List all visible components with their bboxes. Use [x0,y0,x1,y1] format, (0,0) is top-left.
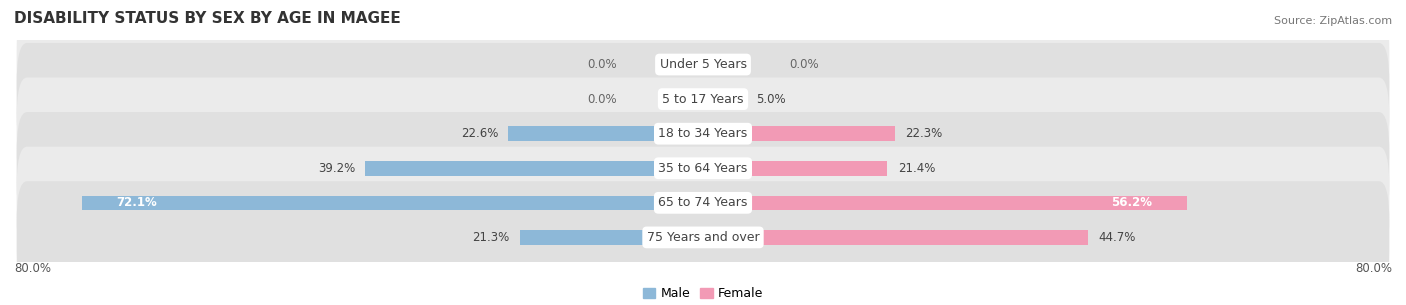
Text: 80.0%: 80.0% [1355,262,1392,275]
Text: 5 to 17 Years: 5 to 17 Years [662,93,744,106]
Bar [366,161,703,175]
Legend: Male, Female: Male, Female [638,282,768,305]
Text: 22.6%: 22.6% [461,127,498,140]
Text: 0.0%: 0.0% [588,93,617,106]
FancyBboxPatch shape [17,112,1389,224]
Bar [509,127,703,141]
Bar [82,196,703,210]
FancyBboxPatch shape [17,8,1389,121]
Text: 22.3%: 22.3% [905,127,942,140]
Text: 21.3%: 21.3% [472,231,509,244]
Bar [703,230,1088,245]
Text: 65 to 74 Years: 65 to 74 Years [658,196,748,209]
Bar [520,230,703,245]
Bar [703,92,747,106]
Text: 5.0%: 5.0% [756,93,786,106]
FancyBboxPatch shape [17,181,1389,294]
Text: 0.0%: 0.0% [789,58,818,71]
Text: 72.1%: 72.1% [117,196,157,209]
Text: 39.2%: 39.2% [318,162,356,175]
Text: DISABILITY STATUS BY SEX BY AGE IN MAGEE: DISABILITY STATUS BY SEX BY AGE IN MAGEE [14,11,401,26]
Text: 56.2%: 56.2% [1112,196,1153,209]
FancyBboxPatch shape [17,43,1389,155]
Text: 75 Years and over: 75 Years and over [647,231,759,244]
Text: 35 to 64 Years: 35 to 64 Years [658,162,748,175]
FancyBboxPatch shape [17,147,1389,259]
Text: 18 to 34 Years: 18 to 34 Years [658,127,748,140]
Text: Source: ZipAtlas.com: Source: ZipAtlas.com [1274,16,1392,26]
Text: 44.7%: 44.7% [1098,231,1136,244]
Text: 21.4%: 21.4% [897,162,935,175]
Bar [703,161,887,175]
Text: 0.0%: 0.0% [588,58,617,71]
Bar [703,127,896,141]
Text: Under 5 Years: Under 5 Years [659,58,747,71]
Bar [703,196,1187,210]
Text: 80.0%: 80.0% [14,262,51,275]
FancyBboxPatch shape [17,77,1389,190]
